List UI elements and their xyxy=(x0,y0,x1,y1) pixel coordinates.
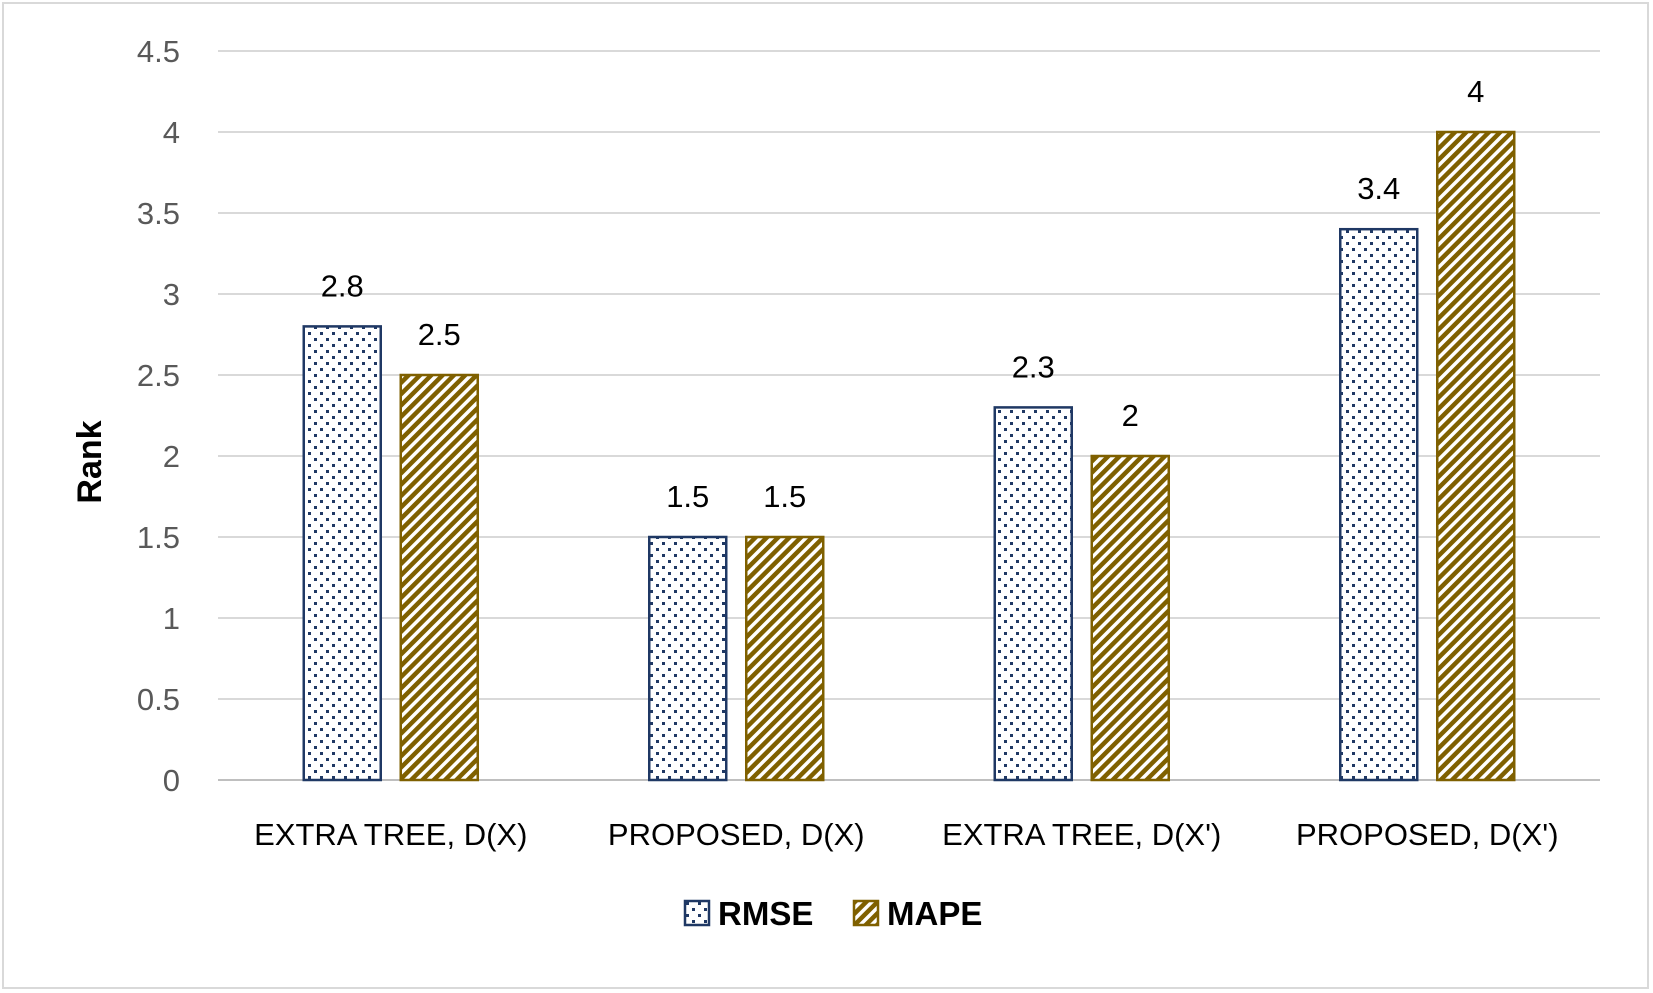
y-tick-label: 0.5 xyxy=(137,682,180,717)
bar-rmse xyxy=(302,325,382,782)
legend-swatch-mape xyxy=(852,899,880,927)
legend-swatch-rmse xyxy=(683,899,711,927)
y-tick-label: 4.5 xyxy=(137,34,180,69)
bar-rmse xyxy=(993,406,1073,782)
data-label: 2 xyxy=(1122,398,1139,433)
bar-mape xyxy=(745,535,825,782)
data-label: 1.5 xyxy=(763,479,806,514)
data-label: 4 xyxy=(1467,74,1484,109)
x-category-label: EXTRA TREE, D(X') xyxy=(942,817,1221,852)
bar-mape xyxy=(1436,130,1516,782)
y-axis-ticks: 0 0.5 1 1.5 2 2.5 3 3.5 4 4.5 xyxy=(137,34,180,798)
y-tick-label: 2.5 xyxy=(137,358,180,393)
x-category-label: PROPOSED, D(X) xyxy=(608,817,865,852)
y-tick-label: 1.5 xyxy=(137,520,180,555)
data-label: 3.4 xyxy=(1357,171,1400,206)
bar-mape xyxy=(399,373,479,782)
data-label: 2.3 xyxy=(1012,349,1055,384)
y-tick-label: 3.5 xyxy=(137,196,180,231)
y-tick-label: 3 xyxy=(163,277,180,312)
y-axis-title: Rank xyxy=(71,420,109,503)
y-tick-label: 4 xyxy=(163,115,180,150)
x-category-label: PROPOSED, D(X') xyxy=(1296,817,1559,852)
bars xyxy=(302,130,1516,782)
legend-label-rmse: RMSE xyxy=(718,895,813,932)
y-tick-label: 1 xyxy=(163,601,180,636)
data-label: 2.5 xyxy=(418,317,461,352)
data-label: 2.8 xyxy=(321,268,364,303)
legend: RMSE MAPE xyxy=(683,895,982,932)
legend-label-mape: MAPE xyxy=(887,895,982,932)
bar-rmse xyxy=(648,535,728,782)
data-label: 1.5 xyxy=(666,479,709,514)
bar-mape xyxy=(1090,454,1170,782)
bar-rmse xyxy=(1339,227,1419,782)
x-axis-categories: EXTRA TREE, D(X) PROPOSED, D(X) EXTRA TREE… xyxy=(254,817,1558,852)
y-tick-label: 0 xyxy=(163,763,180,798)
x-category-label: EXTRA TREE, D(X) xyxy=(254,817,527,852)
data-labels: 2.8 2.5 1.5 1.5 2.3 2 3.4 4 xyxy=(321,74,1485,514)
y-tick-label: 2 xyxy=(163,439,180,474)
